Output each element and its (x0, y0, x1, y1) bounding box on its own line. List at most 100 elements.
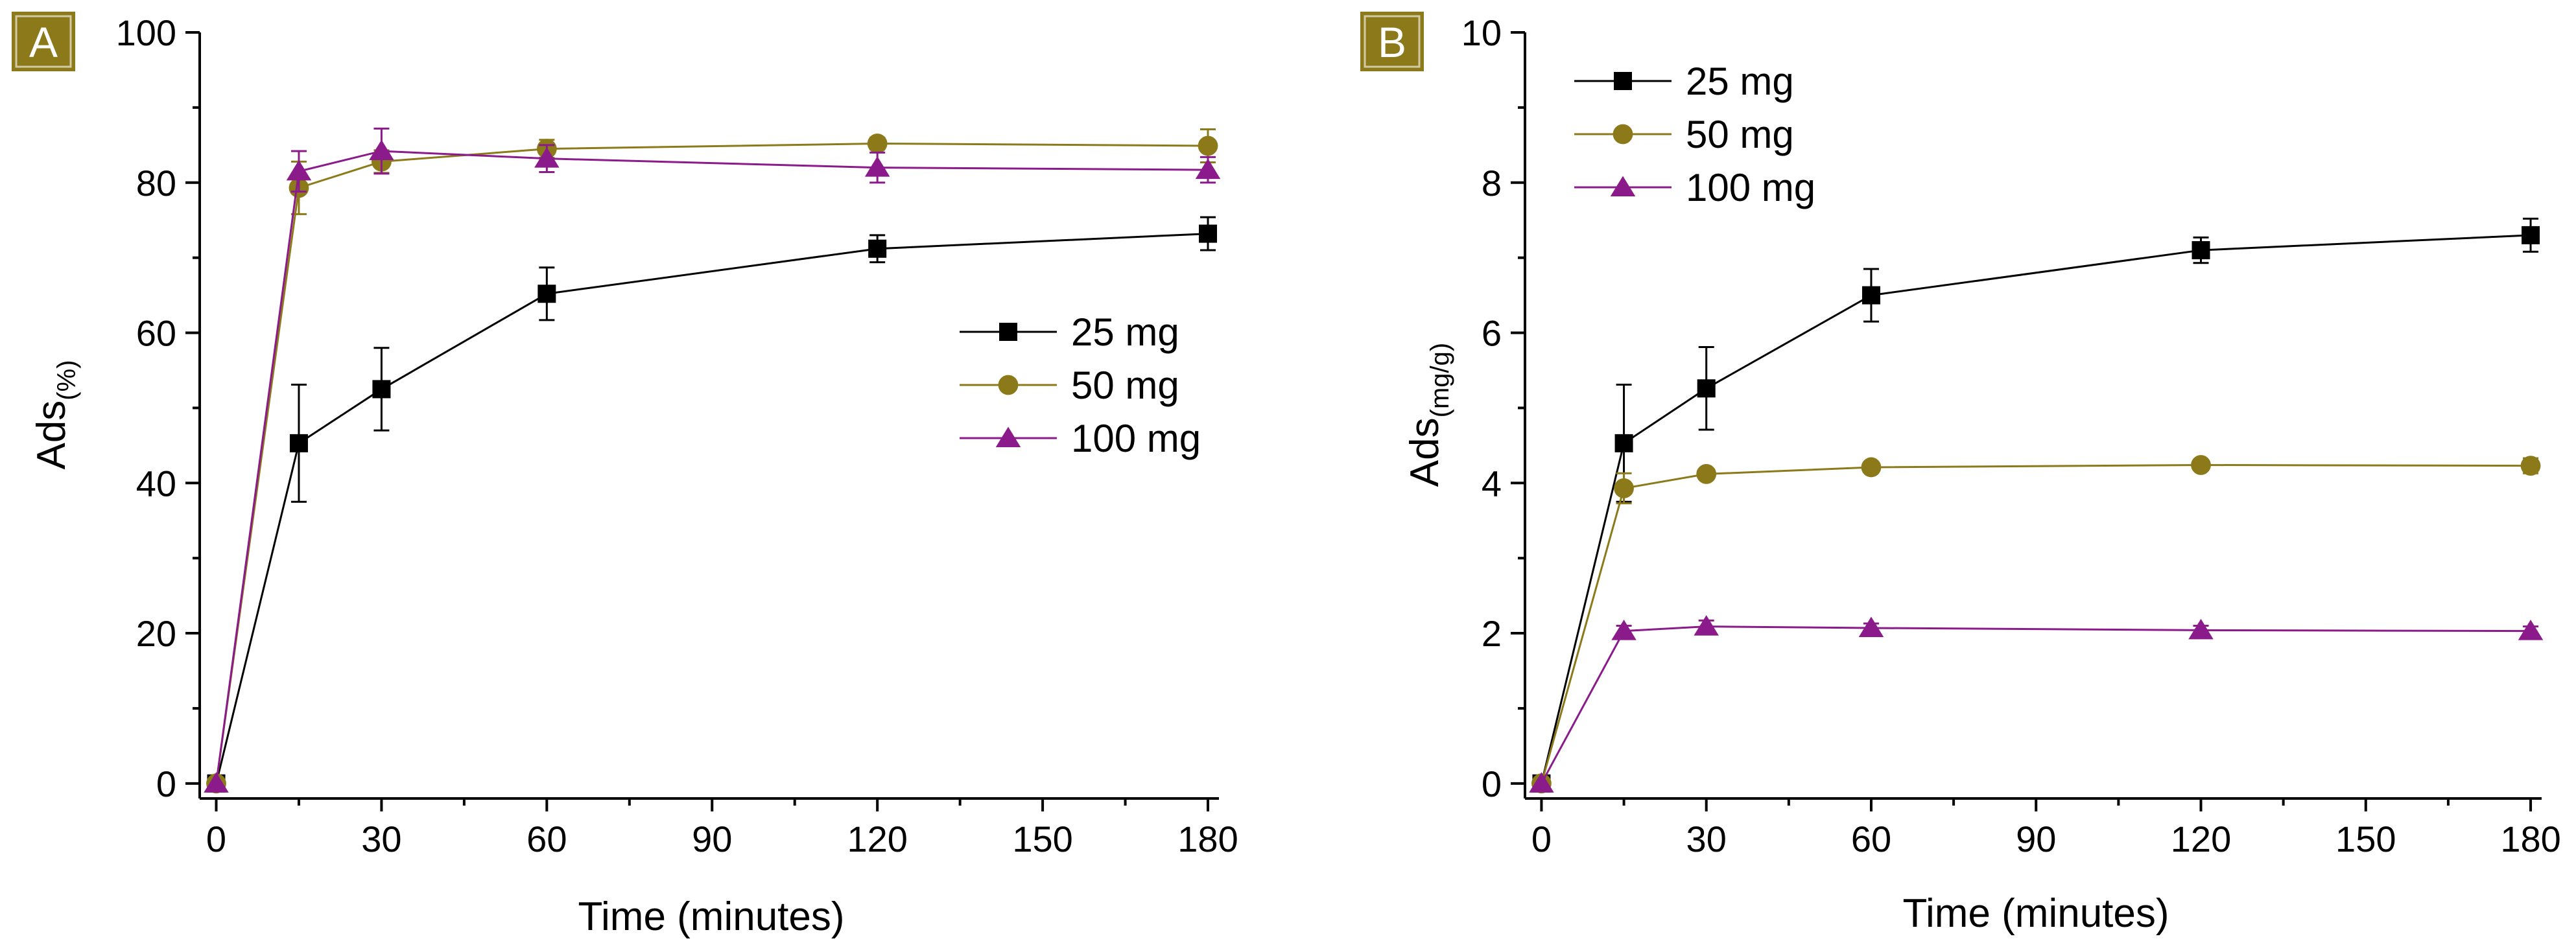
panel-label: A (29, 18, 58, 66)
data-point (538, 285, 556, 303)
panel-label: B (1378, 18, 1406, 66)
series-50-mg (1531, 455, 2541, 794)
y-tick-label: 2 (1482, 613, 1502, 654)
legend-b: 25 mg 50 mg 100 mg (1574, 60, 1815, 209)
x-tick-label: 120 (847, 819, 907, 859)
data-point (1861, 286, 1880, 305)
legend-label: 25 mg (1686, 60, 1794, 103)
panel-b: B 0 30 60 90 120 150 180 0 2 4 6 8 10 25 mg 50 mg 100 … (1360, 12, 2561, 936)
x-tick-label: 30 (361, 819, 401, 859)
y-axis-title-main: Ads (1402, 417, 1447, 487)
data-point (286, 159, 312, 181)
data-point (1694, 615, 1719, 636)
panel-label-box (12, 12, 75, 71)
data-point (534, 147, 560, 168)
series-line (1540, 234, 2531, 784)
x-tick-label: 0 (206, 819, 226, 859)
x-tick-label: 150 (2335, 819, 2396, 859)
panel-label-inner-border (1364, 15, 1421, 68)
legend-label: 25 mg (1071, 310, 1179, 354)
legend-item: 25 mg (1574, 60, 1794, 103)
series-layer-b (1529, 217, 2544, 794)
y-tick-label: 6 (1482, 313, 1502, 354)
ticks-b: 0 30 60 90 120 150 180 0 2 4 6 8 10 (1461, 12, 2561, 859)
data-point (1199, 224, 1218, 243)
series-50-mg (206, 128, 1218, 794)
y-tick-label: 20 (136, 613, 176, 654)
axes-frame-b (1524, 32, 2542, 800)
series-layer-a (204, 127, 1221, 794)
data-point (1696, 463, 1717, 484)
x-axis-title: Time (minutes) (578, 894, 844, 939)
series-100-mg (204, 127, 1221, 793)
y-tick-label: 8 (1482, 163, 1502, 204)
data-point (2188, 618, 2214, 640)
data-point (2520, 456, 2541, 476)
ticks-a: 0 30 60 90 120 150 180 0 20 40 60 80 100 (116, 12, 1238, 859)
panel-a: A 0 30 60 90 120 150 180 0 20 40 60 80 100 25 mg 50 m… (12, 12, 1238, 939)
y-axis-title-subscript: (mg/g) (1426, 343, 1454, 418)
legend-marker (995, 426, 1021, 447)
data-point (868, 239, 887, 258)
y-tick-label: 0 (1482, 763, 1502, 804)
x-axis-title: Time (minutes) (1902, 891, 2169, 936)
x-tick-label: 60 (526, 819, 567, 859)
data-point (867, 134, 888, 154)
y-tick-label: 60 (136, 313, 176, 354)
data-point (2518, 620, 2544, 640)
x-tick-label: 60 (1851, 819, 1891, 859)
y-axis-title: Ads(%) (29, 360, 81, 469)
series-25-mg (1532, 217, 2540, 793)
data-point (864, 156, 890, 177)
panel-label-inner-border (15, 15, 72, 68)
y-tick-label: 100 (116, 12, 176, 53)
legend-marker (999, 323, 1017, 341)
x-tick-label: 180 (2500, 819, 2560, 859)
series-line (1541, 625, 2531, 784)
y-tick-label: 4 (1482, 463, 1502, 504)
x-tick-label: 90 (2016, 819, 2056, 859)
legend-a: 25 mg 50 mg 100 mg (960, 310, 1201, 460)
data-point (1697, 379, 1716, 398)
legend-item: 100 mg (960, 417, 1201, 460)
data-point (1614, 478, 1634, 498)
data-point (1858, 616, 1884, 637)
data-point (204, 772, 229, 793)
x-tick-label: 30 (1686, 819, 1727, 859)
legend-label: 50 mg (1686, 113, 1794, 156)
panel-label-box (1360, 12, 1424, 71)
legend-item: 50 mg (960, 364, 1179, 407)
y-tick-label: 80 (136, 163, 176, 204)
x-tick-label: 150 (1012, 819, 1072, 859)
x-tick-label: 90 (692, 819, 732, 859)
series-100-mg (1529, 615, 2544, 793)
legend-label: 100 mg (1071, 417, 1201, 460)
data-point (1861, 457, 1882, 478)
legend-marker (1610, 176, 1636, 196)
series-25-mg (207, 216, 1218, 793)
y-tick-label: 10 (1461, 12, 1502, 53)
legend-item: 25 mg (960, 310, 1179, 354)
data-point (1198, 135, 1218, 156)
axes-frame-a (198, 32, 1219, 800)
x-tick-label: 0 (1531, 819, 1552, 859)
y-axis-title-subscript: (%) (53, 360, 81, 400)
legend-marker (1613, 124, 1633, 145)
data-point (1529, 772, 1554, 793)
series-line (1540, 463, 2531, 784)
data-point (2192, 241, 2210, 260)
legend-marker (1614, 72, 1632, 90)
data-point (372, 380, 391, 399)
data-point (1614, 434, 1633, 452)
y-axis-title-main: Ads (29, 401, 74, 470)
y-tick-label: 40 (136, 463, 176, 504)
data-point (1195, 158, 1221, 180)
data-point (1611, 620, 1637, 640)
legend-label: 100 mg (1686, 166, 1815, 209)
x-tick-label: 180 (1177, 819, 1238, 859)
series-line (215, 233, 1209, 784)
data-point (2191, 455, 2211, 475)
x-tick-label: 120 (2171, 819, 2231, 859)
y-axis-title: Ads(mg/g) (1402, 343, 1454, 487)
